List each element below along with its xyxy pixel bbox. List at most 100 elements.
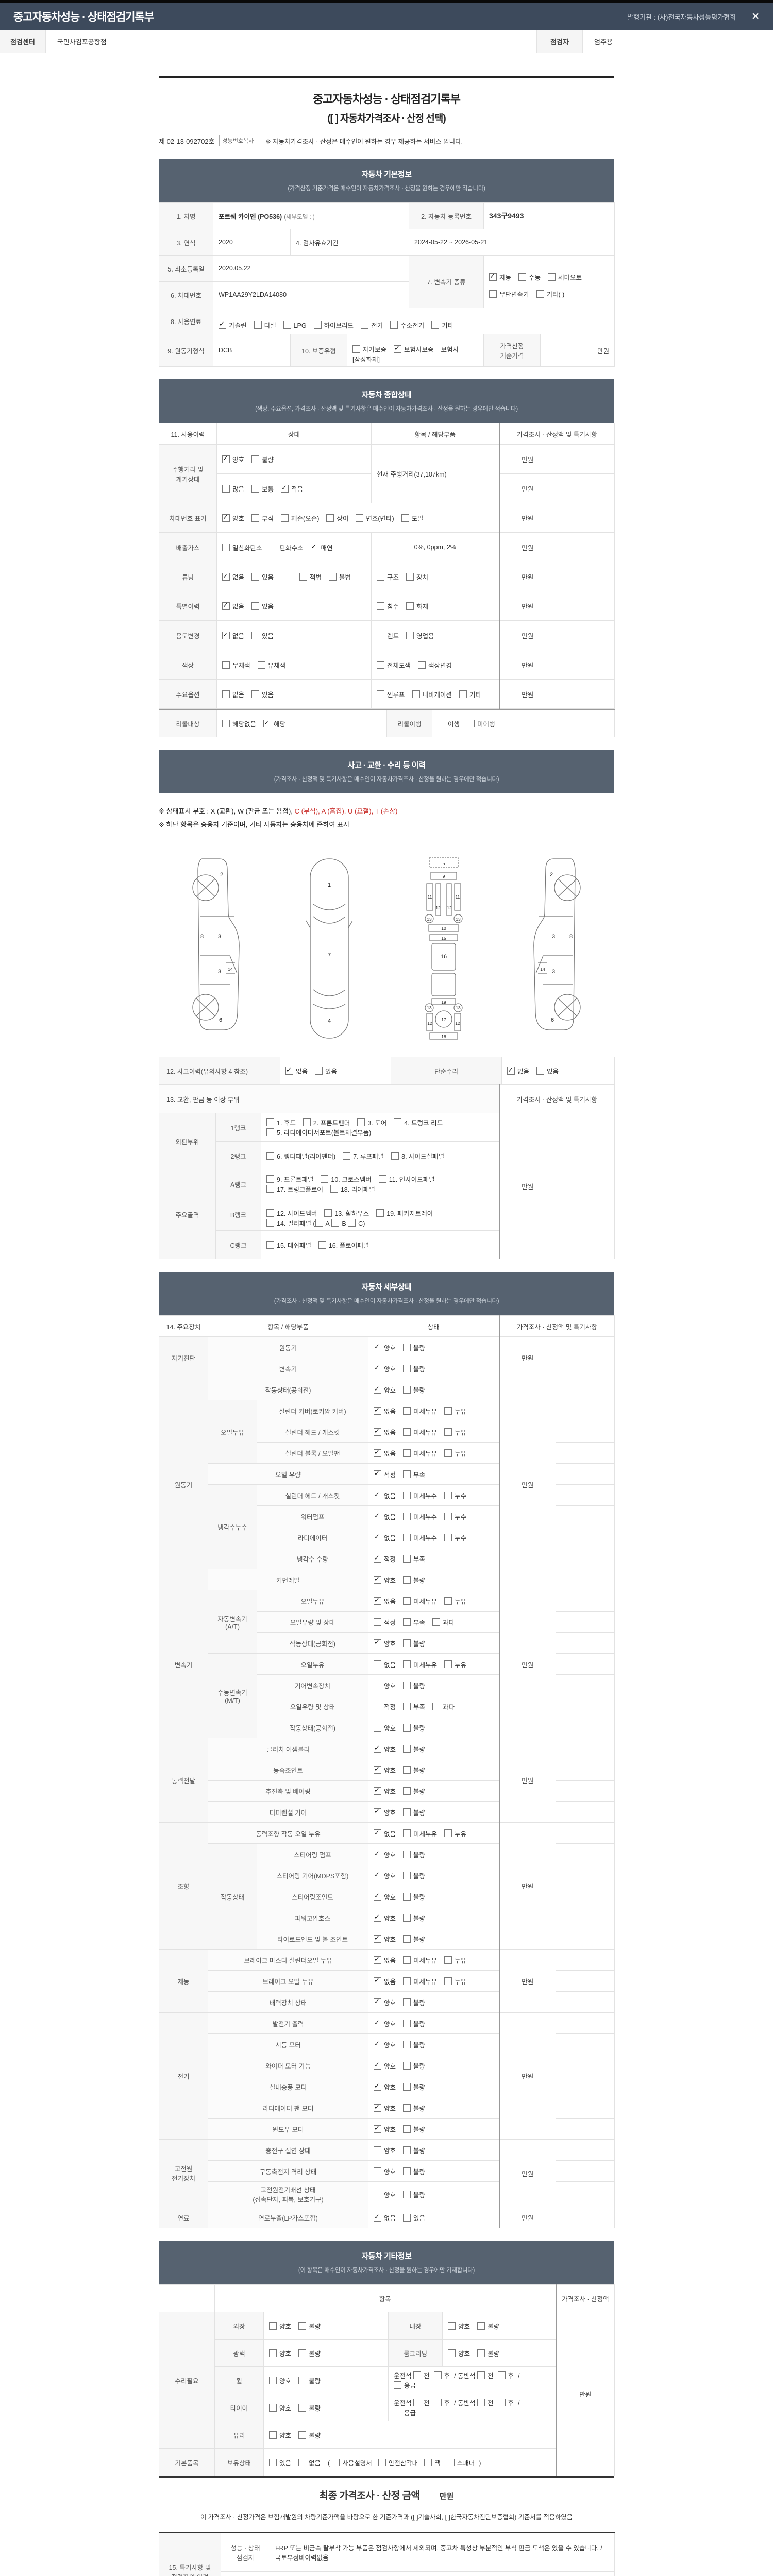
check-option[interactable]: 5. 라디에이터서포트(볼트체결부품) [266, 1127, 371, 1137]
checkbox-icon[interactable] [374, 1681, 382, 1689]
check-option[interactable]: 양호 [374, 2103, 396, 2113]
checkbox-icon[interactable] [433, 2399, 442, 2406]
check-option[interactable]: 가솔린 [219, 320, 247, 330]
check-option[interactable]: 없음 [298, 2458, 321, 2467]
checkbox-icon[interactable] [403, 1554, 411, 1563]
check-option[interactable]: 세미오토 [548, 272, 582, 282]
check-option[interactable]: 적법 [299, 572, 322, 582]
check-option[interactable]: 18. 리어패널 [330, 1184, 375, 1194]
check-option[interactable]: 훼손(오손) [281, 513, 319, 523]
check-option[interactable]: 불량 [403, 2061, 425, 2071]
check-option[interactable]: 불량 [403, 1575, 425, 1585]
checkbox-icon[interactable] [403, 1766, 411, 1774]
check-option[interactable]: 부족 [403, 1554, 425, 1564]
checkbox-icon[interactable] [403, 1364, 411, 1372]
checkbox-icon[interactable] [403, 1787, 411, 1795]
check-option[interactable]: 불량 [298, 2403, 321, 2413]
checkbox-icon[interactable] [403, 1343, 411, 1351]
checkbox-icon[interactable] [394, 1118, 402, 1126]
checkbox-icon[interactable] [489, 290, 497, 298]
check-option[interactable]: 양호 [269, 2321, 291, 2331]
checkbox-icon[interactable] [444, 1597, 452, 1605]
check-option[interactable]: 누유 [444, 1659, 466, 1669]
checkbox-icon[interactable] [406, 602, 414, 610]
check-option[interactable]: 썬루프 [377, 689, 405, 699]
check-option[interactable]: 보험사보증 [394, 344, 434, 354]
checkbox-icon[interactable] [497, 2371, 506, 2379]
check-option[interactable]: 후 [497, 2398, 514, 2408]
check-option[interactable]: 부족 [403, 1469, 425, 1479]
checkbox-icon[interactable] [403, 1744, 411, 1753]
check-option[interactable]: 많음 [222, 484, 244, 494]
check-option[interactable]: 잭 [424, 2458, 441, 2467]
checkbox-icon[interactable] [374, 1448, 382, 1457]
check-option[interactable]: 불량 [403, 1681, 425, 1690]
check-option[interactable]: 불량 [298, 2321, 321, 2331]
checkbox-icon[interactable] [403, 1470, 411, 1478]
checkbox-icon[interactable] [266, 1241, 274, 1249]
check-option[interactable]: 양호 [374, 1343, 396, 1352]
checkbox-icon[interactable] [444, 1660, 452, 1668]
checkbox-icon[interactable] [281, 514, 289, 522]
check-option[interactable]: 불량 [403, 1638, 425, 1648]
check-option[interactable]: 없음 [507, 1066, 529, 1076]
checkbox-icon[interactable] [401, 514, 409, 522]
check-option[interactable]: 화재 [406, 601, 428, 611]
checkbox-icon[interactable] [374, 2167, 382, 2175]
checkbox-icon[interactable] [222, 631, 230, 639]
checkbox-icon[interactable] [374, 1702, 382, 1710]
checkbox-icon[interactable] [374, 1618, 382, 1626]
check-option[interactable]: 있음 [251, 572, 274, 582]
checkbox-icon[interactable] [403, 2146, 411, 2154]
checkbox-icon[interactable] [403, 1723, 411, 1732]
check-option[interactable]: 있음 [251, 631, 274, 640]
check-option[interactable]: LPG [283, 320, 307, 329]
check-option[interactable]: 무단변속기 [489, 289, 529, 299]
checkbox-icon[interactable] [374, 1913, 382, 1922]
check-option[interactable]: 불량 [403, 1786, 425, 1796]
check-option[interactable]: 누유 [444, 1828, 466, 1838]
check-option[interactable]: 불량 [403, 1744, 425, 1754]
checkbox-icon[interactable] [374, 1490, 382, 1499]
checkbox-icon[interactable] [219, 320, 226, 329]
check-option[interactable]: 있음 [403, 2213, 425, 2223]
checkbox-icon[interactable] [331, 1219, 340, 1227]
checkbox-icon[interactable] [424, 2458, 432, 2466]
checkbox-icon[interactable] [433, 2371, 442, 2379]
checkbox-icon[interactable] [444, 1977, 452, 1985]
check-option[interactable]: 12. 사이드멤버 [266, 1208, 317, 1218]
checkbox-icon[interactable] [269, 2458, 277, 2466]
checkbox-icon[interactable] [251, 690, 260, 698]
checkbox-icon[interactable] [403, 1829, 411, 1837]
check-option[interactable]: 누유 [444, 1596, 466, 1606]
checkbox-icon[interactable] [374, 1533, 382, 1541]
checkbox-icon[interactable] [374, 1554, 382, 1563]
checkbox-icon[interactable] [394, 2409, 401, 2416]
checkbox-icon[interactable] [518, 273, 527, 281]
check-option[interactable]: 양호 [374, 1681, 396, 1690]
checkbox-icon[interactable] [257, 660, 265, 669]
checkbox-icon[interactable] [403, 1575, 411, 1584]
checkbox-icon[interactable] [489, 272, 497, 281]
check-option[interactable]: 탄화수소 [269, 543, 304, 552]
check-option[interactable]: 미세누유 [403, 1955, 437, 1965]
check-option[interactable]: 양호 [374, 1575, 396, 1585]
check-option[interactable]: 상이 [326, 513, 348, 523]
check-option[interactable]: 없음 [374, 1406, 396, 1416]
check-option[interactable]: 3. 도어 [357, 1117, 386, 1127]
check-option[interactable]: 미세누유 [403, 1427, 437, 1437]
check-option[interactable]: 양호 [374, 1807, 396, 1817]
checkbox-icon[interactable] [329, 572, 337, 581]
checkbox-icon[interactable] [374, 1406, 382, 1415]
checkbox-icon[interactable] [299, 572, 307, 581]
checkbox-icon[interactable] [477, 2349, 485, 2357]
check-option[interactable]: 전 [477, 2398, 494, 2408]
check-option[interactable]: 양호 [374, 2190, 396, 2199]
checkbox-icon[interactable] [222, 454, 230, 463]
check-option[interactable]: 양호 [374, 1744, 396, 1754]
check-option[interactable]: 불량 [403, 2082, 425, 2092]
check-option[interactable]: 미세누유 [403, 1406, 437, 1416]
check-option[interactable]: 부족 [403, 1617, 425, 1627]
check-option[interactable]: 양호 [374, 1786, 396, 1796]
checkbox-icon[interactable] [403, 1935, 411, 1943]
